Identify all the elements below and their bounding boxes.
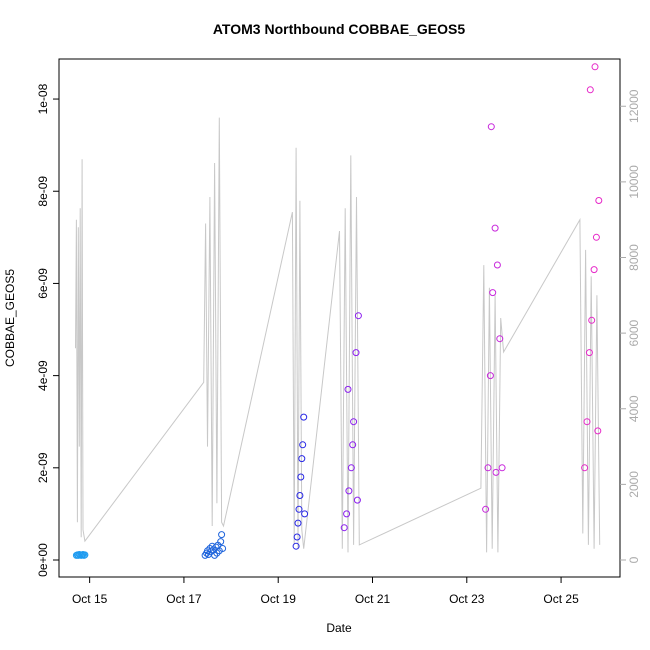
data-point	[296, 492, 304, 499]
data-point	[353, 496, 361, 504]
y2-tick-label: 10000	[627, 165, 641, 199]
data-point	[292, 542, 300, 550]
y-axis-label: COBBAE_GEOS5	[3, 269, 17, 367]
data-point	[493, 261, 501, 269]
data-point	[595, 197, 603, 204]
y-tick-label: 4e-09	[36, 360, 50, 391]
y-axis-right: 0 2000 4000 6000 8000 10000 12000	[620, 89, 641, 563]
data-point	[594, 427, 602, 435]
x-axis-label: Date	[326, 621, 352, 635]
chart-title: ATOM3 Northbound COBBAE_GEOS5	[213, 21, 465, 37]
data-point	[298, 455, 306, 463]
data-point	[218, 531, 226, 539]
data-point	[350, 418, 358, 426]
data-point	[349, 441, 357, 449]
data-point	[491, 224, 499, 232]
data-point	[585, 349, 593, 357]
data-point	[591, 63, 599, 71]
points-layer	[72, 63, 603, 559]
y2-tick-label: 8000	[627, 244, 641, 271]
data-point	[211, 551, 219, 559]
data-point	[354, 312, 362, 320]
y-tick-label: 1e-08	[36, 83, 50, 114]
y2-tick-label: 4000	[627, 395, 641, 422]
data-point	[219, 545, 227, 552]
data-point	[498, 464, 506, 472]
data-point	[347, 464, 355, 472]
data-point	[487, 123, 495, 131]
data-point	[340, 524, 348, 532]
data-point	[299, 441, 307, 449]
x-axis: Oct 15 Oct 17 Oct 19 Oct 21 Oct 23 Oct 25	[72, 577, 579, 606]
y-tick-label: 6e-09	[36, 268, 50, 299]
data-point	[588, 316, 596, 324]
data-point	[295, 505, 303, 513]
x-tick-label: Oct 25	[543, 592, 579, 606]
y-tick-label: 8e-09	[36, 176, 50, 207]
data-point	[583, 418, 591, 426]
altitude-line-layer	[75, 117, 601, 553]
data-point	[486, 372, 494, 380]
data-point	[343, 510, 351, 518]
data-point	[293, 533, 301, 541]
data-point	[590, 266, 598, 274]
data-point	[213, 549, 221, 557]
data-point	[81, 551, 89, 559]
y-axis-left: 0e+00 2e-09 4e-09 6e-09 8e-09 1e-08	[36, 83, 59, 577]
y-tick-label: 2e-09	[36, 452, 50, 483]
plot-frame	[58, 58, 621, 578]
data-point	[581, 464, 589, 472]
data-point	[217, 538, 225, 546]
data-point	[344, 385, 352, 393]
data-point	[294, 519, 302, 527]
x-tick-label: Oct 15	[72, 592, 108, 606]
data-point	[352, 349, 360, 357]
data-point	[345, 487, 353, 495]
data-point	[592, 233, 600, 241]
y2-tick-label: 2000	[627, 471, 641, 498]
data-point	[297, 473, 305, 481]
x-tick-label: Oct 21	[355, 592, 391, 606]
x-tick-label: Oct 19	[261, 592, 297, 606]
y2-tick-label: 12000	[627, 89, 641, 123]
y2-tick-label: 0	[627, 556, 641, 563]
data-point	[301, 510, 309, 518]
data-point	[586, 86, 594, 94]
x-tick-label: Oct 23	[449, 592, 485, 606]
altitude-line	[75, 117, 601, 553]
data-point	[482, 505, 490, 513]
data-point	[300, 413, 308, 421]
data-point	[496, 335, 504, 343]
data-point	[492, 468, 500, 476]
data-point	[489, 289, 497, 297]
y2-tick-label: 6000	[627, 319, 641, 346]
x-tick-label: Oct 17	[166, 592, 202, 606]
y-tick-label: 0e+00	[36, 543, 50, 577]
data-point	[484, 464, 492, 472]
